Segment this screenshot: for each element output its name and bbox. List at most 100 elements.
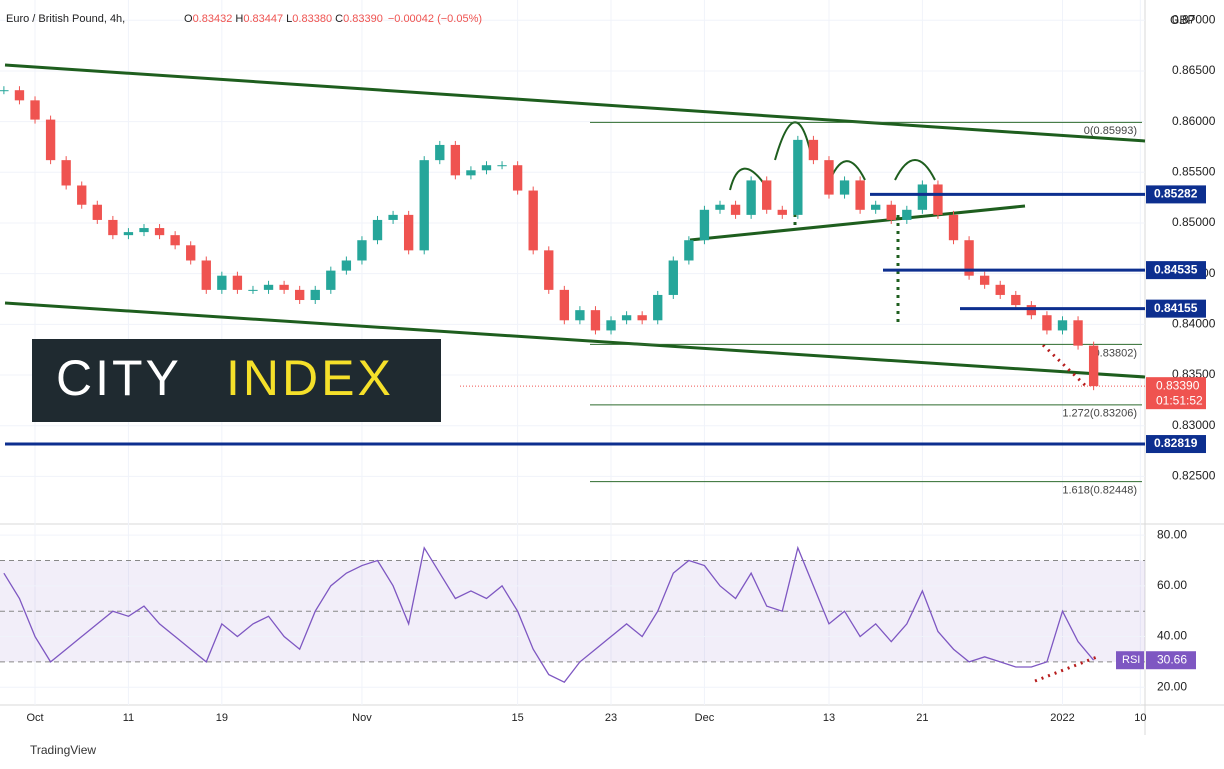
candle xyxy=(1057,320,1068,331)
candle xyxy=(575,310,585,321)
candle xyxy=(403,214,414,251)
candle xyxy=(824,160,834,195)
candle xyxy=(341,260,352,271)
level-label: 0.85282 xyxy=(1154,187,1198,201)
candle xyxy=(201,260,211,290)
y-tick-label: 0.86000 xyxy=(1172,114,1216,128)
candle xyxy=(466,170,476,176)
y-tick-label: 0.84000 xyxy=(1172,317,1216,331)
rsi-value: 30.66 xyxy=(1157,652,1187,666)
candle xyxy=(855,180,865,210)
shoulder-arc xyxy=(729,167,766,191)
candle xyxy=(1073,320,1083,346)
rsi-tick-label: 20.00 xyxy=(1157,679,1187,693)
candle xyxy=(388,214,398,220)
candle xyxy=(45,119,56,161)
candle xyxy=(902,209,912,220)
rsi-tick-label: 40.00 xyxy=(1157,629,1187,643)
drawings xyxy=(4,63,1146,379)
x-tick-label: 15 xyxy=(511,712,523,724)
candle xyxy=(777,209,787,215)
candle xyxy=(559,289,569,321)
trendline xyxy=(4,301,1146,379)
y-tick-label: 0.85000 xyxy=(1172,215,1216,229)
candle xyxy=(279,284,289,290)
candle xyxy=(886,204,896,220)
candle xyxy=(668,260,678,295)
x-tick-label: 21 xyxy=(916,712,928,724)
x-tick-label: Dec xyxy=(695,712,715,724)
candle xyxy=(481,165,492,171)
footer: TradingView xyxy=(30,743,96,757)
candle xyxy=(1026,305,1037,316)
candle xyxy=(528,190,538,251)
ohlc-key: L xyxy=(286,13,292,25)
shoulder-arc xyxy=(894,159,936,181)
candle xyxy=(653,294,663,321)
x-tick-label: 13 xyxy=(823,712,835,724)
candle xyxy=(1042,315,1052,331)
candle xyxy=(92,204,102,220)
candle xyxy=(170,235,180,246)
candle xyxy=(0,90,9,92)
candle xyxy=(139,228,149,233)
candle xyxy=(154,228,165,236)
level-box xyxy=(1146,185,1206,204)
rsi-value-box xyxy=(1146,651,1196,670)
level-box xyxy=(1146,435,1206,454)
logo-text: INDEX xyxy=(226,350,394,406)
candle xyxy=(1011,294,1021,306)
candle xyxy=(793,139,803,215)
candle xyxy=(730,204,741,215)
candle xyxy=(964,240,974,276)
candle xyxy=(621,315,632,321)
candle xyxy=(357,240,367,261)
candle xyxy=(948,214,959,241)
candle xyxy=(450,144,461,176)
candle xyxy=(512,165,523,191)
candle xyxy=(637,315,647,321)
fib-label: 1.618(0.82448) xyxy=(1062,485,1137,497)
rsi-tick-label: 80.00 xyxy=(1157,527,1187,541)
candle xyxy=(248,289,258,291)
ohlc-key: O xyxy=(184,13,193,25)
candle xyxy=(995,284,1005,295)
y-tick-label: 0.82500 xyxy=(1172,469,1216,483)
level-box xyxy=(1146,299,1206,318)
logo-box xyxy=(32,339,441,422)
ohlc-value: 0.83380 xyxy=(292,13,332,25)
candle xyxy=(310,289,320,301)
x-tick-label: Oct xyxy=(26,712,43,724)
x-tick-label: 19 xyxy=(216,712,228,724)
rsi-name-box xyxy=(1116,651,1144,670)
level-label: 0.84535 xyxy=(1154,262,1198,276)
y-tick-label: 0.86500 xyxy=(1172,63,1216,77)
candle xyxy=(372,219,383,241)
last-price-box xyxy=(1146,377,1206,410)
candle xyxy=(590,310,601,331)
currency: GBP xyxy=(1170,13,1195,27)
candle xyxy=(14,90,25,101)
candle xyxy=(762,180,772,210)
candle xyxy=(263,284,274,290)
rsi-name: RSI xyxy=(1122,654,1140,666)
candle xyxy=(497,165,507,167)
level-box xyxy=(1146,261,1206,280)
candle xyxy=(419,160,429,251)
candle xyxy=(933,184,943,215)
candle xyxy=(746,180,756,215)
candle xyxy=(435,144,445,161)
candle xyxy=(1088,345,1099,387)
y-tick-label: 0.83000 xyxy=(1172,418,1216,432)
candle xyxy=(917,184,928,210)
candle xyxy=(123,232,134,236)
candle xyxy=(808,139,819,161)
candle xyxy=(715,204,725,210)
trendline xyxy=(4,63,1146,143)
ohlc-value: 0.83432 xyxy=(193,13,233,25)
trendline xyxy=(689,204,1026,242)
candle xyxy=(295,289,305,301)
candle xyxy=(326,270,336,290)
ohlc-key: C xyxy=(335,13,343,25)
